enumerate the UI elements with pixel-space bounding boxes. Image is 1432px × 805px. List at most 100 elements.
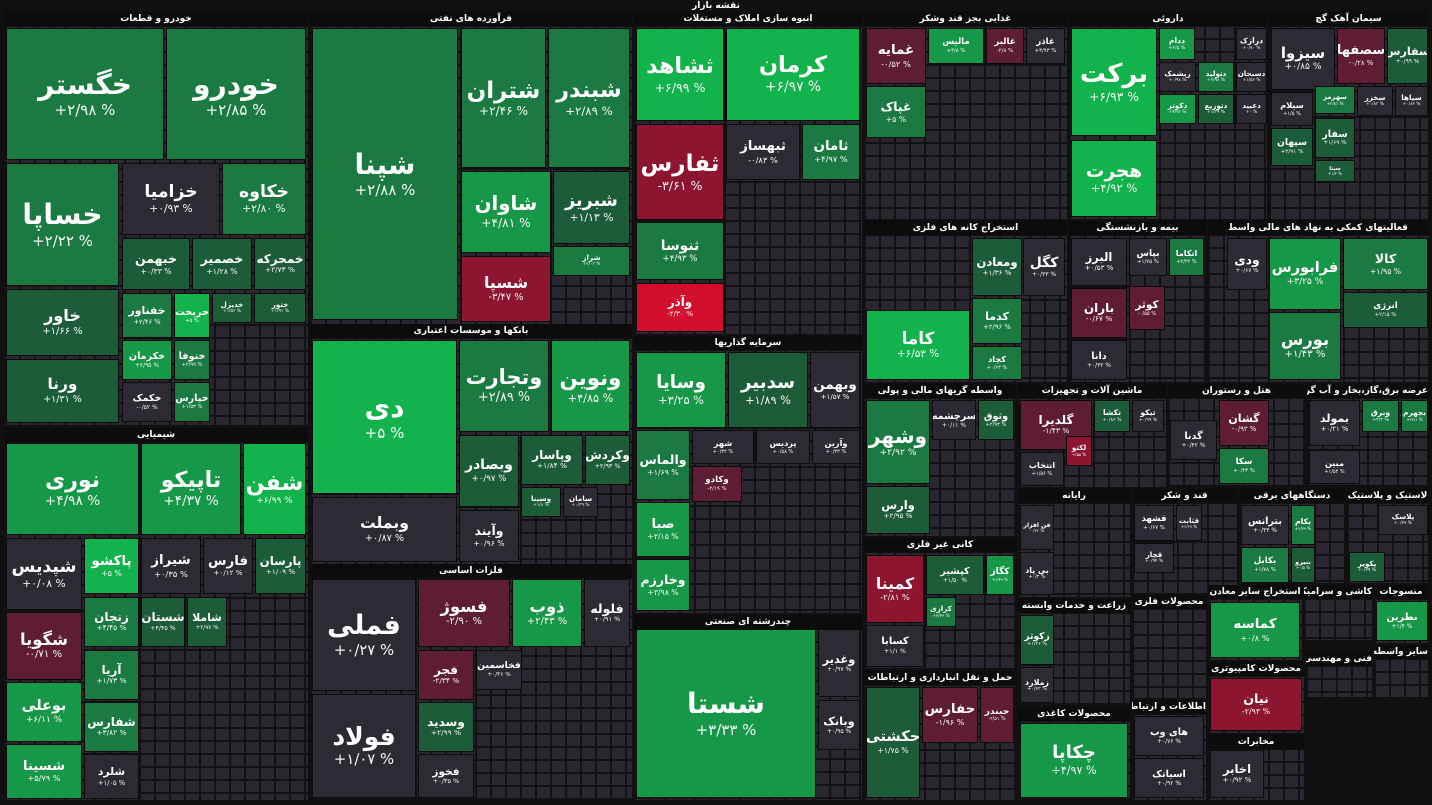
stock-tile: خصمیر +۱/۲۸ % (192, 238, 252, 290)
stock-change: +۲/۸۱ % (1326, 101, 1344, 107)
stock-tile: خزامیا +۰/۹۳ % (122, 163, 220, 235)
stock-tile: بترانس +۰/۴۴ % (1241, 505, 1289, 545)
stock-change: +۱/۵۴ % (1324, 468, 1345, 475)
sector: کانی غیر فلزی کمینا -۲/۸۱ % کپشیر +۱/۵۰ % کگا… (864, 538, 1016, 669)
stock-tile: نوری +۴/۹۸ % (6, 443, 139, 535)
sector-title: فعالیتهای کمکی به نهاد های مالی واسط (1208, 221, 1428, 235)
stock-change: +۴/۳۷ % (163, 493, 219, 510)
stock-tile: ورنا +۱/۳۱ % (6, 359, 119, 423)
stock-tile: وکردش +۲/۹۳ % (585, 435, 630, 485)
sector: واسطه گریهای مالی و پولی وشهر +۲/۹۲ % سرچشم… (864, 384, 1016, 536)
stock-name: البرز (1085, 250, 1113, 265)
stock-change: +۲/۴۶ % (133, 317, 161, 326)
stock-change: +۶/۹۳ % (1089, 89, 1139, 104)
stock-tile: کمینا -۲/۸۱ % (866, 555, 924, 623)
sector-title: انبوه سازی املاک و مستغلات (634, 12, 862, 26)
stock-name: وثوق (983, 411, 1009, 423)
stock-tile: وارس +۲/۹۵ % (866, 486, 930, 534)
stock-name: زنجان (94, 609, 129, 624)
sector-title: سرمایه گذاریها (634, 336, 862, 350)
stock-name: وتجارت (465, 365, 543, 390)
stock-name: حکشتی (866, 728, 920, 746)
stock-tile: وسینا +۱/۸ % (521, 487, 561, 517)
sector: ماشین آلات و تجهیزات گلدیرا -۱/۴۳ % تکشا +۰/… (1018, 384, 1166, 487)
stock-change: +۲/۹۱ % (1280, 148, 1304, 155)
stock-tile: زکوثر +۱/۲۶ % (1020, 615, 1054, 665)
stock-tile: ثبهساز -۰/۸۳ % (726, 124, 800, 180)
sector-title: غذایی بجز قند وشکر (864, 12, 1067, 26)
stock-tile: زملارد +۰/۷۲ % (1020, 667, 1054, 703)
stock-change: +۳/۲۵ % (1286, 276, 1324, 287)
stock-name: شفن (245, 470, 304, 496)
stock-change: +۱/۱۳ % (569, 211, 614, 225)
sector: لاستیک و پلاستیک پلاسک +۰/۴۷ % پکویر +۰/۴۹ % (1347, 489, 1428, 583)
sector-title: محصولات کاغذی (1018, 707, 1130, 721)
sector-title: فلزات اساسی (310, 564, 632, 578)
stock-tile: ومعادن +۱/۳۶ % (972, 238, 1022, 296)
stock-tile: کدما +۲/۹۶ % (972, 298, 1022, 344)
stock-change: +۰/۹۹ % (1395, 58, 1420, 65)
stock-name: شستا (687, 687, 765, 721)
stock-name: فرابورس (1271, 259, 1339, 277)
stock-change: +۰/۳۳ % (1031, 271, 1057, 279)
stock-change: +۲/۸۵ % (205, 101, 267, 120)
stock-name: های وب (1150, 726, 1188, 738)
stock-tile: وشهر +۲/۹۲ % (866, 400, 930, 484)
stock-tile: بکام +۲/۷۹ % (1291, 505, 1315, 545)
sector-title: شیمیایی (4, 428, 308, 442)
stock-tile: دانا +۰/۳۲ % (1071, 340, 1127, 380)
stock-change: +۲/۹۶ % (983, 323, 1011, 332)
stock-tile: فارس +۰/۱۲ % (203, 538, 253, 594)
stock-change: +۰/۳۳ % (140, 266, 172, 276)
stock-change: +۱/۴ % (1391, 622, 1413, 630)
stock-change: +۲/۴۶ % (478, 103, 529, 118)
stock-name: بنیرو (1295, 557, 1311, 566)
stock-change: +۲/۵ % (1168, 45, 1186, 51)
stock-tile: خفناور +۲/۴۶ % (122, 293, 172, 338)
stock-tile: شپنا +۲/۸۸ % (312, 28, 458, 320)
stock-tile: قشهد +۰/۶۷ % (1134, 505, 1174, 541)
sector: محصولات کامپیوتری نیان -۲/۹۳ % (1208, 662, 1304, 733)
sector: استخراج کانه های فلزی کاما +۶/۵۳ % ومعادن +۱… (864, 221, 1067, 382)
stock-name: وبرق (1370, 407, 1391, 417)
stock-tile: کچاد +۰/۶۳ % (972, 346, 1022, 380)
sector-title: فنی و مهندسی (1306, 652, 1372, 666)
stock-name: پاکشو (91, 553, 132, 569)
stock-change: +۱/۵ % (1283, 110, 1301, 117)
stock-name: دتوزیع (1204, 101, 1228, 111)
stock-tile: دتولید +۲/۹۸ % (1198, 62, 1234, 92)
sector: قند و شکر قشهد +۰/۶۷ % قثابت +۲/۶۷ % قچار +۰/۹… (1132, 489, 1237, 593)
stock-name: انتخاب (1028, 460, 1056, 471)
stock-tile: پکویر +۰/۴۹ % (1349, 552, 1385, 582)
stock-tile: شتران +۲/۴۶ % (461, 28, 546, 168)
sector: منسوجات نطرین +۱/۴ % (1374, 585, 1428, 643)
stock-name: بمولد (1320, 411, 1349, 425)
stock-tile: فولاد +۱/۰۷ % (312, 694, 416, 798)
stock-name: نوری (44, 468, 101, 494)
stock-tile: پارسان +۱/۰۹ % (255, 538, 306, 594)
sector-title: کانی غیر فلزی (864, 538, 1016, 552)
stock-tile: سرچشمه +۰/۱۱ % (932, 400, 976, 440)
stock-name: بورس (1280, 329, 1330, 349)
stock-change: +۱/۷۸ % (1254, 566, 1276, 573)
stock-change: +۱/۳۶ % (982, 268, 1012, 278)
stock-change: +۰/۴۲ % (1181, 441, 1206, 449)
stock-tile: کاما +۶/۵۳ % (866, 310, 970, 380)
stock-change: +۲/۹۵ % (134, 361, 160, 369)
stock-tile: ودی +۰/۶۷ % (1227, 238, 1267, 290)
stock-change: +۰/۰۸ % (22, 576, 66, 590)
stock-change: -۰/۵۲ % (136, 403, 158, 411)
stock-tile: نطرین +۱/۴ % (1376, 601, 1428, 641)
stock-tile: های وب +۰/۷۶ % (1134, 716, 1204, 756)
stock-tile: مالیس +۳/۸ % (928, 28, 984, 64)
sector: داروئی برکت +۶/۹۳ % هجرت +۴/۹۲ % ددام +۲/۵ % در… (1069, 12, 1267, 219)
stock-name: پردیس (769, 438, 797, 449)
stock-change: +۵ % (885, 114, 907, 124)
stock-name: کگاز (990, 567, 1010, 578)
stock-tile: برکت +۶/۹۳ % (1071, 28, 1157, 136)
stock-name: شیراز (151, 553, 191, 569)
stock-name: سکا (1235, 456, 1253, 467)
stock-change: +۰/۸۷ % (364, 532, 405, 544)
stock-name: سیلام (1280, 100, 1304, 111)
